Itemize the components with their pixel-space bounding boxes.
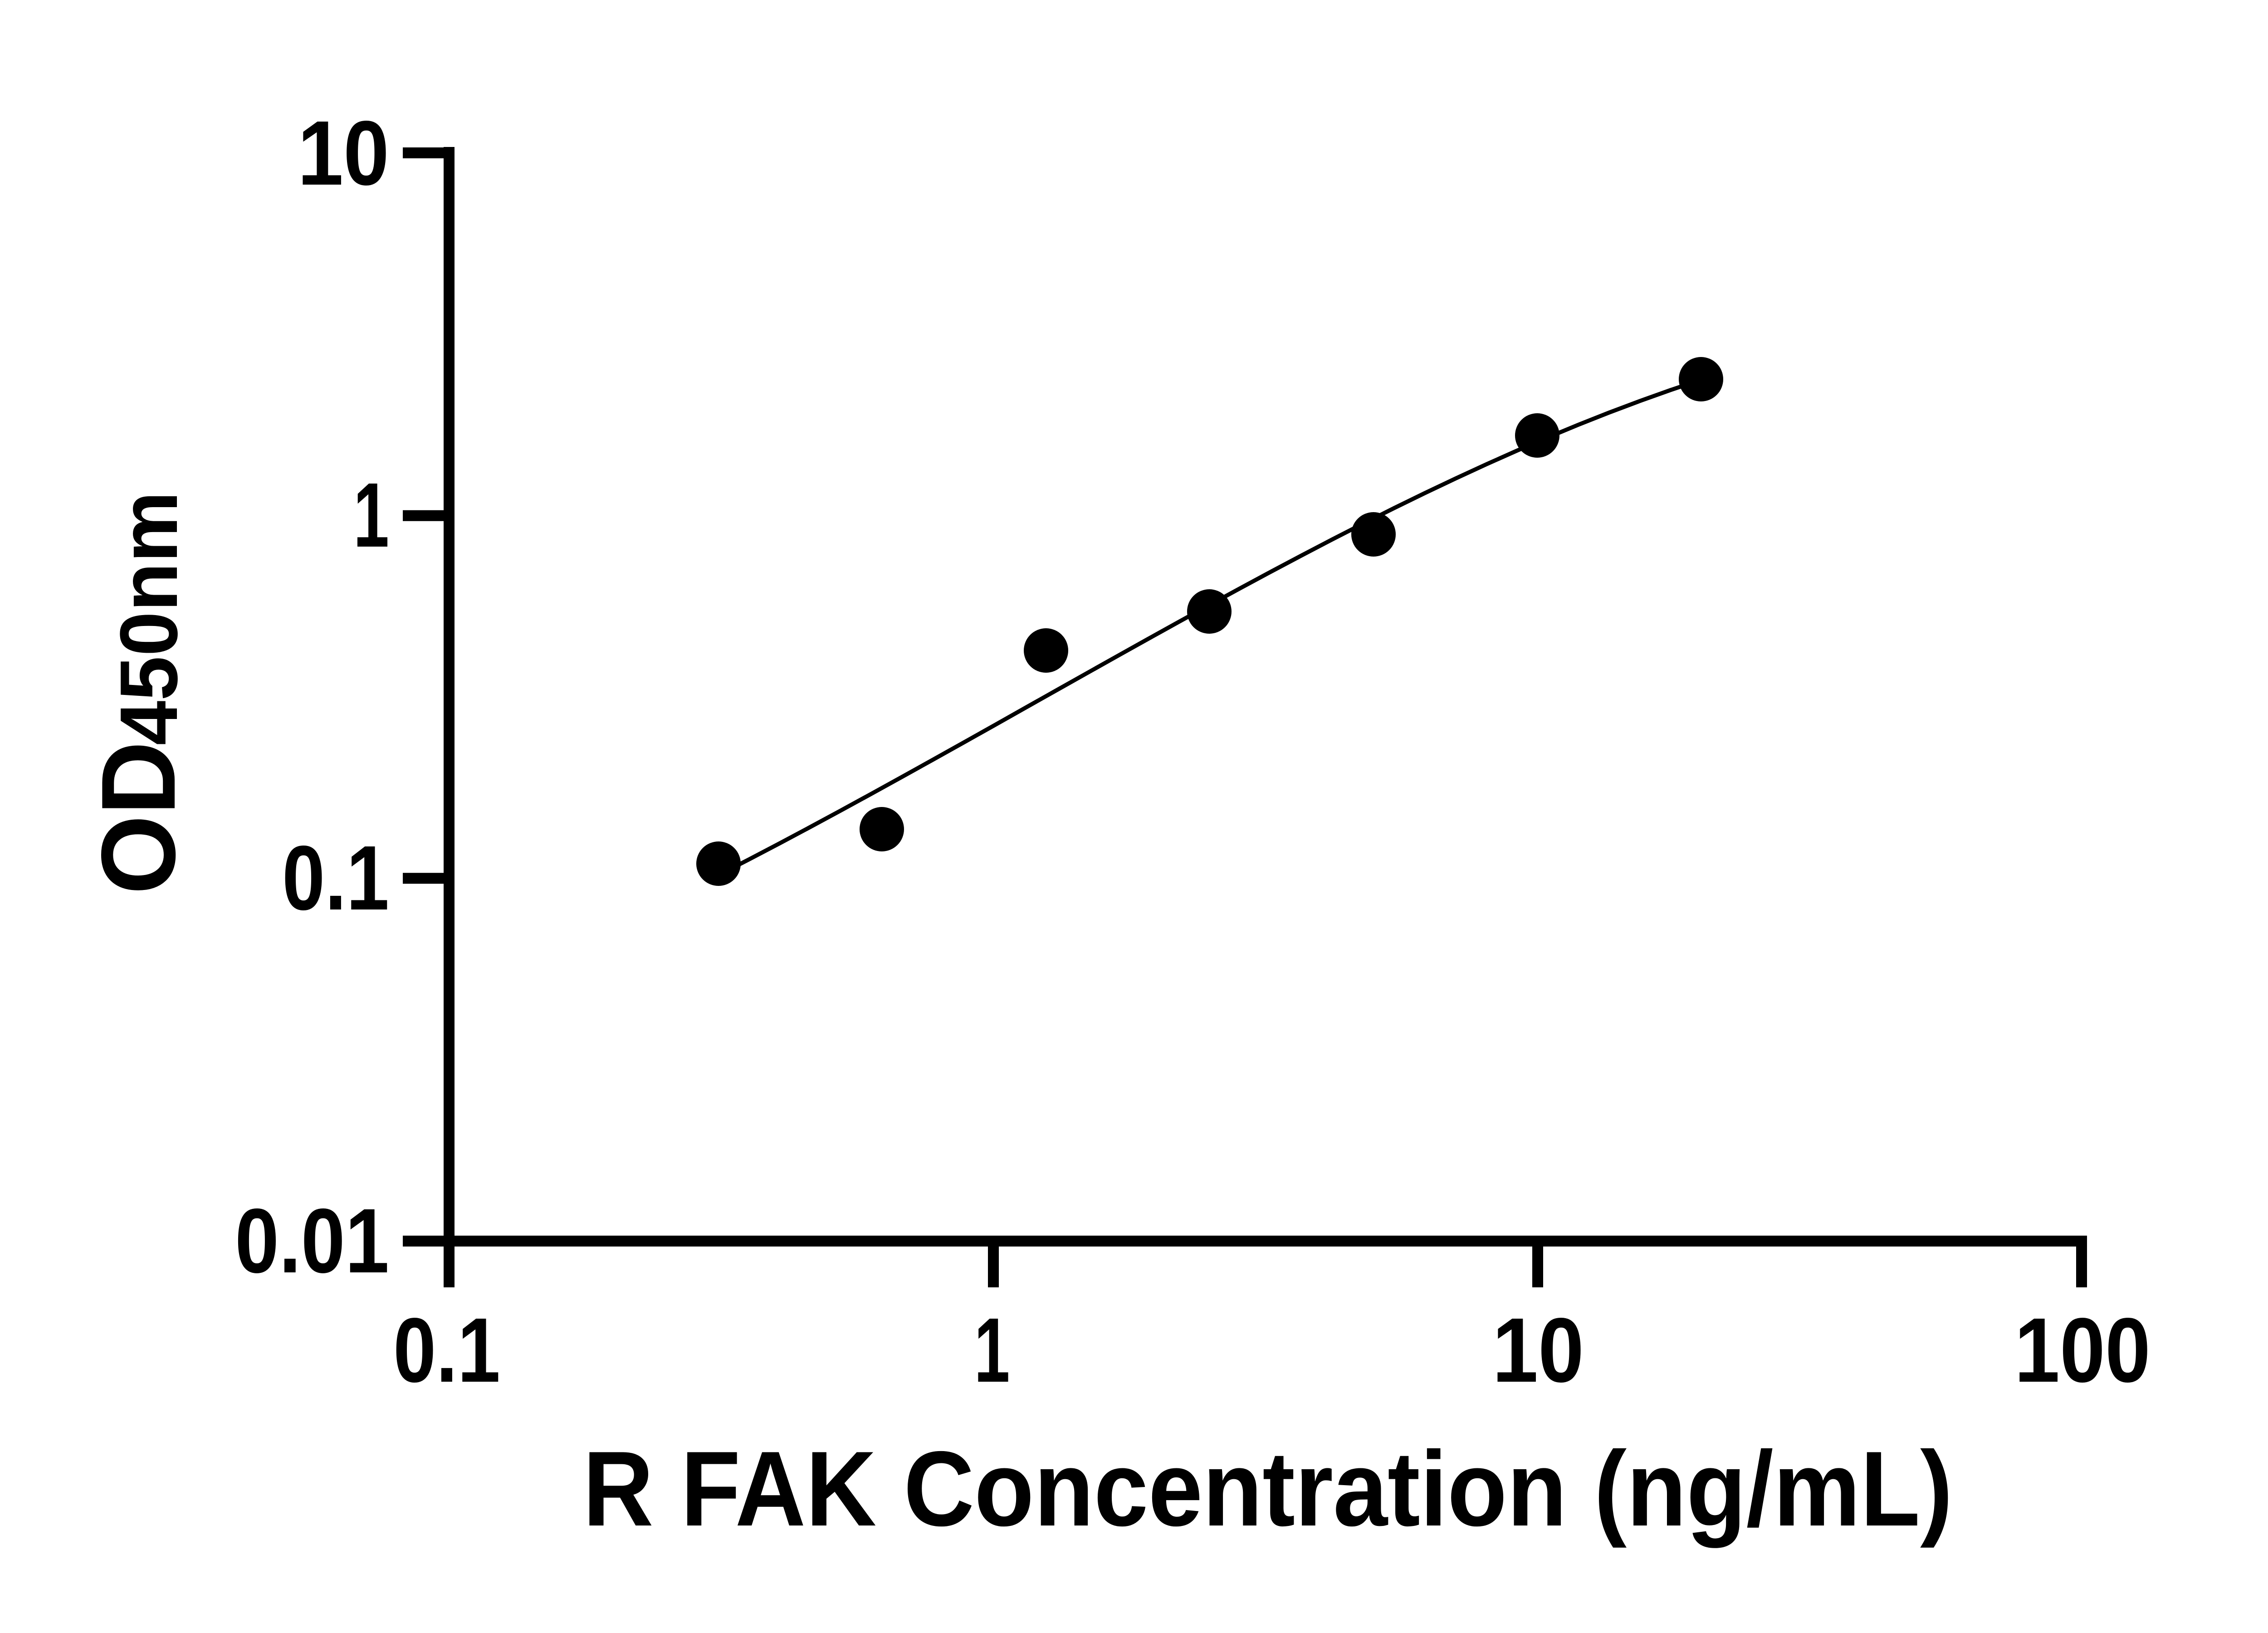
svg-text:0.01: 0.01 [235,1189,389,1292]
svg-text:100: 100 [2014,1299,2151,1401]
svg-text:1: 1 [974,1299,1010,1401]
svg-text:10: 10 [298,102,389,204]
svg-text:OD: OD [80,741,197,895]
svg-text:0.1: 0.1 [282,826,389,929]
svg-text:10: 10 [1492,1299,1584,1401]
svg-text:450nm: 450nm [103,491,195,745]
svg-text:R FAK Concentration (ng/mL): R FAK Concentration (ng/mL) [583,1429,1953,1548]
svg-text:0.1: 0.1 [393,1299,500,1401]
svg-text:1: 1 [353,464,389,566]
